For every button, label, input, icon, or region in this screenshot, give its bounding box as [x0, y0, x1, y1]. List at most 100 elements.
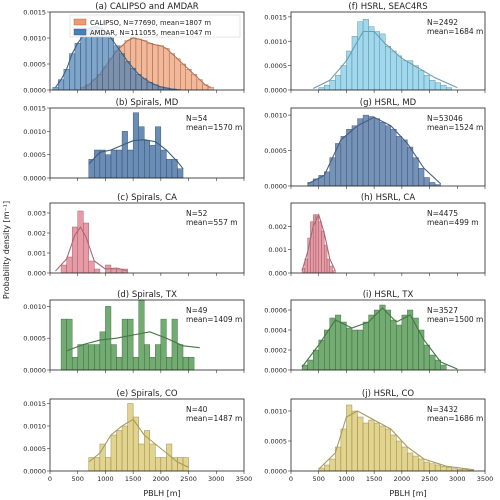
- histogram-bar: [121, 425, 128, 472]
- panel-title: (g) HSRL, MD: [360, 98, 417, 108]
- figure-xlabel-right: PBLH [m]: [389, 489, 426, 498]
- x-tick-label: 3000: [208, 475, 225, 483]
- histogram-bar: [401, 446, 408, 472]
- panel-annotation: N=2492: [427, 18, 458, 27]
- histogram-bar: [60, 264, 67, 274]
- histogram-bar: [144, 344, 150, 371]
- histogram-bar: [418, 168, 425, 187]
- histogram-bar: [116, 149, 123, 179]
- panel-annotation: mean=1500 m: [427, 315, 483, 324]
- histogram-bar: [110, 268, 117, 274]
- plot-frame: [290, 202, 486, 274]
- histogram-bar: [74, 43, 81, 91]
- plot-frame: [290, 11, 486, 91]
- histogram-bar: [105, 154, 112, 179]
- panel-annotation: mean=1409 m: [186, 315, 242, 324]
- y-tick-label: 0.0000: [264, 468, 287, 476]
- histogram-bar: [423, 344, 430, 371]
- kde-curve: [301, 213, 336, 271]
- histogram-bar: [418, 458, 425, 472]
- histogram-bar: [121, 131, 128, 179]
- histogram-bar: [351, 125, 358, 187]
- histogram-bar: [396, 55, 403, 91]
- histogram-bar: [149, 357, 156, 371]
- histogram-bar: [132, 112, 139, 179]
- plot-frame: [49, 299, 245, 371]
- histogram-bar: [390, 319, 397, 371]
- histogram-bar: [446, 467, 452, 472]
- histogram-bar: [182, 457, 189, 472]
- histogram-bar: [312, 349, 319, 371]
- histogram-bar: [127, 318, 134, 371]
- histogram-bar: [88, 344, 95, 371]
- histogram-bar: [94, 149, 101, 179]
- plot-frame: [290, 299, 486, 371]
- histogram-bar: [177, 344, 184, 371]
- histogram-bar: [340, 321, 347, 371]
- histogram-bar: [110, 149, 117, 179]
- panel-title: (f) HSRL, SEAC4RS: [348, 2, 427, 12]
- histogram-bar: [116, 357, 123, 371]
- histogram-bar: [390, 129, 397, 187]
- histogram-bar: [80, 35, 87, 91]
- y-tick-label: 0.0015: [23, 105, 46, 113]
- y-tick-label: 0.0006: [264, 307, 287, 315]
- histogram-bar: [401, 139, 408, 187]
- panel-title: (e) Spirals, CO: [116, 389, 178, 399]
- panel-annotation: N=4475: [427, 209, 458, 218]
- y-tick-label: 0.0000: [23, 367, 46, 375]
- histogram-bar: [407, 452, 414, 472]
- panel-annotation: N=3527: [427, 306, 458, 315]
- histogram-bar: [407, 60, 414, 91]
- panel-title: (a) CALIPSO and AMDAR: [95, 2, 199, 12]
- y-tick-label: 0.0015: [23, 9, 46, 17]
- plot-frame: [49, 107, 245, 179]
- panel-e: (e) Spirals, CO 0.0000 0.0005 0.0010 0.0015 0…: [23, 389, 252, 483]
- panel-title: (d) Spirals, TX: [117, 290, 177, 300]
- panels-container: (a) CALIPSO and AMDAR0.00000.00050.00100…: [23, 2, 493, 483]
- y-tick-label: 0.0005: [23, 61, 46, 69]
- panel-annotation: mean=1570 m: [186, 123, 242, 132]
- histogram-bar: [58, 79, 65, 91]
- y-tick-label: 0.001: [27, 250, 46, 258]
- histogram-bar: [329, 458, 336, 472]
- histogram-bar: [127, 403, 134, 472]
- histogram-bar: [166, 357, 173, 371]
- histogram-bar: [324, 244, 328, 274]
- plot-frame: [49, 202, 245, 274]
- y-tick-label: 0.0010: [264, 112, 287, 120]
- histogram-bar: [124, 61, 131, 91]
- panel-g: (g) HSRL, MD 0.0000 0.0005 0.0010 N=53046mea…: [264, 98, 486, 191]
- histogram-bar: [340, 428, 347, 472]
- y-tick-label: 0.0000: [23, 87, 46, 95]
- kde-curve: [312, 30, 458, 89]
- histogram-bar: [385, 428, 391, 472]
- histogram-bar: [60, 318, 67, 371]
- histogram-bar: [83, 222, 89, 274]
- histogram-bar: [85, 28, 92, 91]
- plot-frame: [290, 398, 486, 472]
- histogram-bar: [379, 304, 386, 371]
- histogram-bar: [418, 70, 425, 91]
- legend-swatch: [73, 28, 87, 36]
- x-tick-label: 0: [289, 475, 293, 483]
- histogram-bar: [362, 321, 369, 371]
- histogram-bar: [107, 37, 114, 91]
- histogram-bar: [138, 443, 145, 472]
- histogram-bar: [407, 146, 414, 187]
- y-tick-label: 0.0000: [23, 175, 46, 183]
- histogram-bar: [180, 63, 186, 91]
- histogram-bar: [373, 309, 380, 371]
- histogram-bar: [155, 344, 162, 371]
- panel-annotation: N=52: [186, 209, 208, 218]
- histogram-bar: [357, 118, 364, 187]
- histogram-bar: [110, 434, 117, 472]
- legend-box: [69, 14, 241, 38]
- legend: CALIPSO, N=77690, mean=1807 m AMDAR, N=11…: [69, 14, 241, 38]
- histogram-bar: [324, 84, 330, 91]
- histogram-bar: [174, 58, 181, 91]
- histogram-bar: [324, 464, 330, 472]
- panel-d: (d) Spirals, TX 0.0000 0.0005 0.0010 N=49mea…: [23, 290, 245, 375]
- histogram-bar: [340, 136, 347, 187]
